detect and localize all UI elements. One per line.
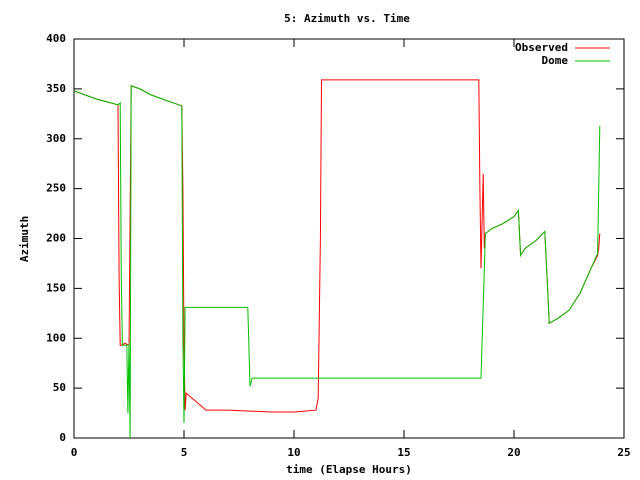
- chart-title: 5: Azimuth vs. Time: [284, 12, 410, 25]
- x-tick-label: 10: [287, 446, 300, 459]
- series-line: [73, 85, 601, 439]
- y-tick-label: 350: [46, 82, 66, 95]
- x-axis-label: time (Elapse Hours): [286, 463, 412, 476]
- x-tick-label: 0: [71, 446, 78, 459]
- y-tick-label: 200: [46, 232, 66, 245]
- y-tick-label: 250: [46, 182, 66, 195]
- legend-label: Observed: [515, 41, 568, 54]
- y-tick-label: 300: [46, 132, 66, 145]
- y-axis-label: Azimuth: [18, 216, 31, 262]
- y-tick-label: 400: [46, 32, 66, 45]
- series-line: [73, 79, 601, 413]
- y-tick-label: 50: [53, 381, 66, 394]
- x-tick-label: 25: [617, 446, 630, 459]
- y-tick-label: 150: [46, 281, 66, 294]
- x-tick-label: 5: [181, 446, 188, 459]
- y-tick-label: 0: [59, 431, 66, 444]
- legend-label: Dome: [542, 54, 569, 67]
- x-tick-label: 20: [507, 446, 520, 459]
- x-tick-label: 15: [397, 446, 410, 459]
- y-tick-label: 100: [46, 331, 66, 344]
